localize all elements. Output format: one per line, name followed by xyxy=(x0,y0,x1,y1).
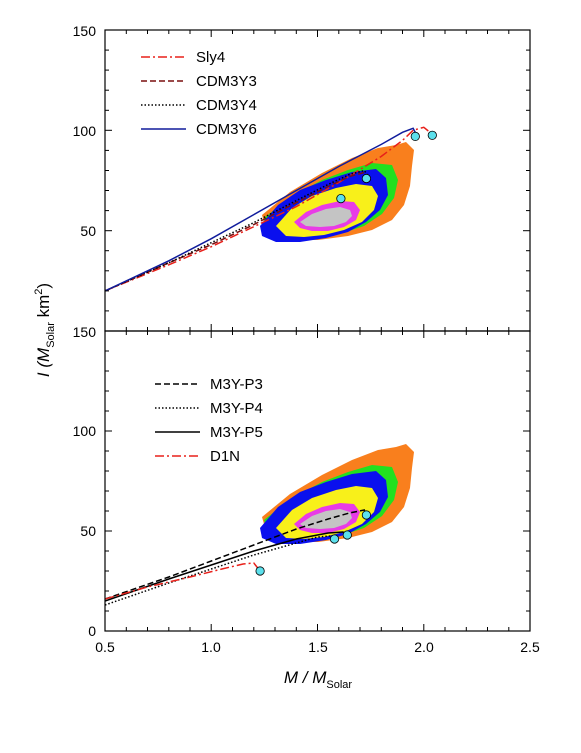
bottom-y-tick-label: 0 xyxy=(88,623,96,639)
bottom-y-tick-label: 50 xyxy=(80,523,96,539)
legend-label-cdm3y4: CDM3Y4 xyxy=(196,97,257,114)
series-line-m3y-p5 xyxy=(105,531,348,602)
legend-label-cdm3y6: CDM3Y6 xyxy=(196,121,257,138)
endpoint-marker xyxy=(427,130,437,140)
endpoint-marker xyxy=(329,534,340,544)
y-axis-label: I (MSolar km2) xyxy=(33,283,57,377)
top-y-tick-label: 50 xyxy=(80,223,96,239)
series-line-m3y-p4 xyxy=(105,535,336,606)
top-legend: Sly4 CDM3Y3 CDM3Y4 CDM3Y6 xyxy=(141,49,257,138)
bottom-y-tick-label: 100 xyxy=(73,423,97,439)
y-axis-label-unit: km xyxy=(34,295,53,322)
x-axis-label-sub: Solar xyxy=(326,679,352,691)
y-axis-label-close: ) xyxy=(34,283,53,289)
bottom-probability-contours xyxy=(260,444,414,544)
legend-label-m3y-p3: M3Y-P3 xyxy=(210,376,263,393)
x-tick-label: 2.5 xyxy=(520,639,540,655)
series-line-cdm3y6 xyxy=(105,127,419,292)
top-y-tick-label: 100 xyxy=(73,123,97,139)
x-axis-label: M / MSolar xyxy=(284,668,353,691)
bottom-legend: M3Y-P3 M3Y-P4 M3Y-P5 D1N xyxy=(155,376,263,465)
legend-label-cdm3y3: CDM3Y3 xyxy=(196,73,257,90)
top-probability-contours xyxy=(260,142,414,242)
x-tick-label: 0.5 xyxy=(95,639,115,655)
endpoint-marker xyxy=(336,194,346,204)
endpoint-marker xyxy=(410,131,420,141)
endpoint-marker xyxy=(361,510,371,520)
axis-ticks xyxy=(104,29,531,632)
y-axis-label-main: I (M xyxy=(34,347,53,377)
series-line-d1n xyxy=(105,562,261,600)
bottom-endpoint-markers xyxy=(255,510,371,576)
bottom-curves xyxy=(105,509,368,606)
top-curves xyxy=(105,126,433,292)
legend-label-sly4: Sly4 xyxy=(196,49,225,66)
x-tick-label: 1.0 xyxy=(201,639,221,655)
y-axis-label-sup: 2 xyxy=(33,289,45,295)
y-axis-label-sub: Solar xyxy=(45,322,57,348)
top-y-tick-label: 150 xyxy=(73,23,97,39)
legend-label-d1n: D1N xyxy=(210,448,240,465)
series-line-sly4 xyxy=(105,126,433,292)
top-gray-region xyxy=(300,207,352,227)
endpoint-marker xyxy=(361,173,371,184)
endpoint-marker xyxy=(342,530,352,540)
legend-label-m3y-p4: M3Y-P4 xyxy=(210,400,263,417)
bottom-y-tick-label: 150 xyxy=(73,324,97,340)
x-tick-label: 1.5 xyxy=(308,639,328,655)
x-axis-label-main: M / M xyxy=(284,668,327,687)
series-line-m3y-p3 xyxy=(105,509,368,600)
series-line-cdm3y4 xyxy=(105,169,370,292)
endpoint-marker xyxy=(255,566,265,576)
x-tick-label: 2.0 xyxy=(414,639,434,655)
legend-label-m3y-p5: M3Y-P5 xyxy=(210,424,263,441)
top-endpoint-markers xyxy=(336,130,437,204)
